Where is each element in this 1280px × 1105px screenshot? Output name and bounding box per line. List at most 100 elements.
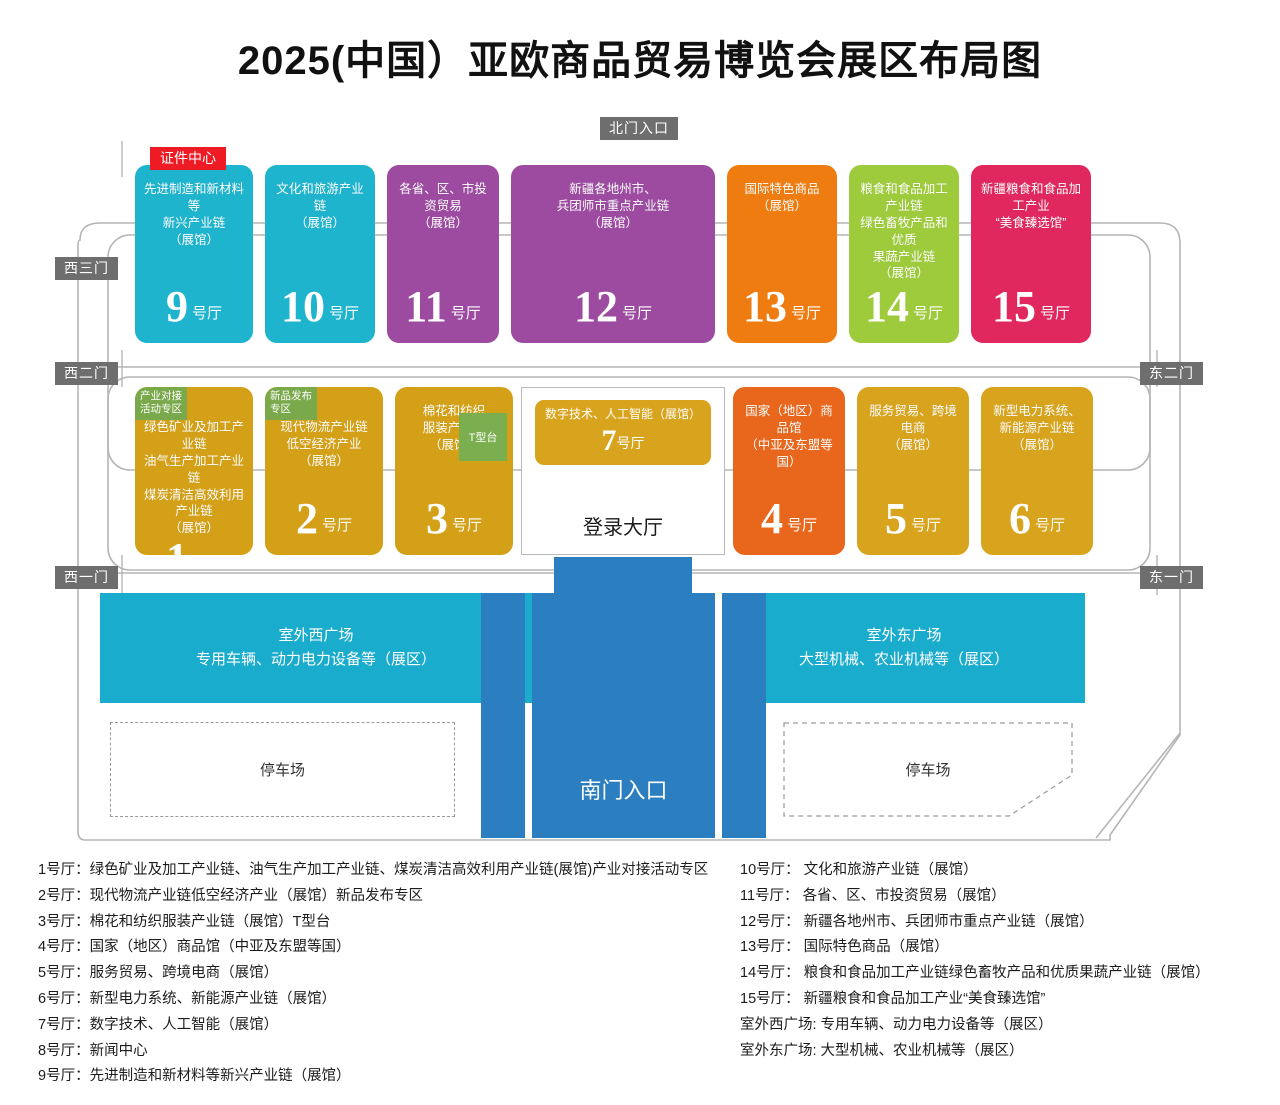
- hall-10-number-unit: 号厅: [328, 305, 359, 322]
- hall-10[interactable]: 文化和旅游产业链 （展馆） 10 号厅: [265, 165, 375, 343]
- hall-2-number-unit: 号厅: [321, 517, 352, 534]
- legend-item-left-1: 1号厅：绿色矿业及加工产业链、油气生产加工产业链、煤炭清洁高效利用产业链(展馆)…: [38, 862, 709, 878]
- hall-3[interactable]: 棉花和纺织 服装产业链 （展馆） T型台 3 号厅: [395, 387, 513, 555]
- hall-4-number-value: 4: [760, 494, 783, 543]
- hall-3-t-stage: T型台: [459, 413, 507, 461]
- hall-9-number-unit: 号厅: [191, 305, 222, 322]
- hall-3-number: 3 号厅: [401, 497, 507, 543]
- hall-14[interactable]: 粮食和食品加工产业链 绿色畜牧产品和优质 果蔬产业链 （展馆） 14 号厅: [849, 165, 959, 343]
- hall-11-number-value: 11: [405, 282, 447, 331]
- hall-7[interactable]: 数字技术、人工智能（展馆） 7号厅: [535, 400, 711, 465]
- hall-5-number-unit: 号厅: [910, 517, 941, 534]
- gate-east-2[interactable]: 东二门: [1140, 362, 1203, 385]
- hall-12-number-unit: 号厅: [621, 305, 652, 322]
- legend-item-right-7: 室外西广场: 专用车辆、动力电力设备等（展区）: [740, 1016, 1053, 1033]
- hall-6[interactable]: 新型电力系统、 新能源产业链 （展馆） 6 号厅: [981, 387, 1093, 555]
- gate-west-2[interactable]: 西二门: [55, 362, 118, 385]
- legend-item-right-2: 11号厅： 各省、区、市投资贸易（展馆）: [740, 887, 1006, 904]
- hall-15[interactable]: 新疆粮食和食品加工产业 “美食臻选馆” 15 号厅: [971, 165, 1091, 343]
- hall-row-north: 先进制造和新材料等 新兴产业链 （展馆） 9 号厅 文化和旅游产业链 （展馆） 10 号厅…: [135, 165, 1103, 343]
- hall-3-number-value: 3: [425, 494, 448, 543]
- hall-4-description: 国家（地区）商品馆 （中亚及东盟等国）: [745, 404, 833, 469]
- hall-5-number: 5 号厅: [863, 497, 963, 543]
- hall-2-description: 现代物流产业链 低空经济产业 （展馆）: [280, 420, 368, 468]
- hall-1-description: 绿色矿业及加工产业链 油气生产加工产业链 煤炭清洁高效利用 产业链 （展馆）: [144, 420, 245, 536]
- gate-south-entrance[interactable]: 南门入口: [532, 593, 715, 838]
- gate-north-entrance[interactable]: 北门入口: [600, 117, 678, 140]
- hall-1-zone-tag: 产业对接 活动专区: [135, 387, 187, 421]
- legend-item-left-5: 5号厅：服务贸易、跨境电商（展馆）: [38, 965, 279, 982]
- hall-4-number-unit: 号厅: [786, 517, 817, 534]
- hall-2-zone-tag: 新品发布 专区: [265, 387, 317, 421]
- login-lobby-label: 登录大厅: [583, 517, 663, 539]
- outdoor-east-plaza[interactable]: 室外东广场 大型机械、农业机械等（展区）: [723, 593, 1085, 703]
- corridor-east-strip: [722, 703, 766, 838]
- hall-1-number: 1号厅: [141, 537, 247, 555]
- hall-1[interactable]: 产业对接 活动专区 绿色矿业及加工产业链 油气生产加工产业链 煤炭清洁高效利用 产…: [135, 387, 253, 555]
- hall-13-number: 13 号厅: [733, 285, 831, 331]
- hall-9-description: 先进制造和新材料等 新兴产业链 （展馆）: [144, 182, 245, 247]
- legend-column-left: 1号厅：绿色矿业及加工产业链、油气生产加工产业链、煤炭清洁高效利用产业链(展馆)…: [0, 858, 720, 1090]
- hall-9-number: 9 号厅: [141, 285, 247, 331]
- hall-14-number-value: 14: [864, 282, 909, 331]
- legend-item-right-5: 14号厅： 粮食和食品加工产业链绿色畜牧产品和优质果蔬产业链（展馆）: [740, 965, 1210, 982]
- gate-west-1[interactable]: 西一门: [55, 566, 118, 589]
- hall-6-number: 6 号厅: [987, 497, 1087, 543]
- gate-east-1[interactable]: 东一门: [1140, 566, 1203, 589]
- hall-12[interactable]: 新疆各地州市、 兵团师市重点产业链 （展馆） 12 号厅: [511, 165, 715, 343]
- legend-item-left-3: 3号厅：棉花和纺织服装产业链（展馆）T型台: [38, 913, 331, 930]
- corridor-west-upper: [481, 593, 525, 703]
- parking-east: 停车场: [783, 722, 1073, 817]
- hall-11-number-unit: 号厅: [450, 305, 481, 322]
- hall-15-description: 新疆粮食和食品加工产业 “美食臻选馆”: [980, 182, 1081, 230]
- corridor-west-strip: [481, 703, 525, 838]
- hall-13-number-unit: 号厅: [790, 305, 821, 322]
- outdoor-west-plaza[interactable]: 室外西广场 专用车辆、动力电力设备等（展区）: [100, 593, 532, 703]
- hall-13-description: 国际特色商品 （展馆）: [744, 182, 820, 213]
- hall-4[interactable]: 国家（地区）商品馆 （中亚及东盟等国） 4 号厅: [733, 387, 845, 555]
- legend-item-right-3: 12号厅： 新疆各地州市、兵团师市重点产业链（展馆）: [740, 913, 1094, 930]
- hall-12-description: 新疆各地州市、 兵团师市重点产业链 （展馆）: [556, 182, 670, 230]
- parking-west: 停车场: [110, 722, 455, 817]
- hall-2-number: 2 号厅: [271, 497, 377, 543]
- hall-15-number: 15 号厅: [977, 285, 1085, 331]
- hall-11-description: 各省、区、市投资贸易 （展馆）: [399, 182, 487, 230]
- hall-7-number-value: 7: [601, 423, 617, 457]
- login-lobby[interactable]: 数字技术、人工智能（展馆） 7号厅 登录大厅: [521, 387, 725, 555]
- hall-9[interactable]: 先进制造和新材料等 新兴产业链 （展馆） 9 号厅: [135, 165, 253, 343]
- hall-7-number-unit: 号厅: [616, 434, 645, 451]
- legend-item-right-6: 15号厅： 新疆粮食和食品加工产业“美食臻选馆”: [740, 990, 1046, 1007]
- hall-14-description: 粮食和食品加工产业链 绿色畜牧产品和优质 果蔬产业链 （展馆）: [860, 182, 948, 281]
- page-title: 2025(中国）亚欧商品贸易博览会展区布局图: [237, 39, 1043, 83]
- hall-13-number-value: 13: [742, 282, 787, 331]
- legend-column-right: 10号厅： 文化和旅游产业链（展馆） 11号厅： 各省、区、市投资贸易（展馆） 12…: [720, 858, 1240, 1090]
- hall-7-number: 7号厅: [539, 424, 707, 457]
- legend-item-right-1: 10号厅： 文化和旅游产业链（展馆）: [740, 862, 978, 878]
- floor-plan-map: 北门入口 西三门 西二门 西一门 东二门 东一门 证件中心 先进制造和新材料等 …: [0, 105, 1280, 850]
- hall-14-number: 14 号厅: [855, 285, 953, 331]
- hall-10-description: 文化和旅游产业链 （展馆）: [276, 182, 364, 230]
- hall-9-number-value: 9: [165, 282, 188, 331]
- hall-15-number-value: 15: [991, 282, 1036, 331]
- hall-11-number: 11 号厅: [393, 285, 493, 331]
- legend-item-right-8: 室外东广场: 大型机械、农业机械等（展区）: [740, 1042, 1024, 1059]
- legend-item-left-2: 2号厅：现代物流产业链低空经济产业（展馆）新品发布专区: [38, 887, 424, 904]
- hall-12-number: 12 号厅: [517, 285, 709, 331]
- legend-item-left-6: 6号厅：新型电力系统、新能源产业链（展馆）: [38, 990, 337, 1007]
- hall-6-number-value: 6: [1008, 494, 1031, 543]
- hall-2-number-value: 2: [295, 494, 318, 543]
- hall-2[interactable]: 新品发布 专区 现代物流产业链 低空经济产业 （展馆） 2 号厅: [265, 387, 383, 555]
- corridor-east-upper: [722, 593, 766, 703]
- legend-item-left-7: 7号厅：数字技术、人工智能（展馆）: [38, 1016, 279, 1033]
- hall-11[interactable]: 各省、区、市投资贸易 （展馆） 11 号厅: [387, 165, 499, 343]
- hall-3-number-unit: 号厅: [451, 517, 482, 534]
- hall-12-number-value: 12: [573, 282, 618, 331]
- certificate-center-badge[interactable]: 证件中心: [150, 147, 226, 170]
- hall-5[interactable]: 服务贸易、跨境电商 （展馆） 5 号厅: [857, 387, 969, 555]
- hall-6-description: 新型电力系统、 新能源产业链 （展馆）: [993, 404, 1081, 452]
- hall-13[interactable]: 国际特色商品 （展馆） 13 号厅: [727, 165, 837, 343]
- gate-west-3[interactable]: 西三门: [55, 257, 118, 280]
- hall-14-number-unit: 号厅: [912, 305, 943, 322]
- hall-5-number-value: 5: [884, 494, 907, 543]
- hall-5-description: 服务贸易、跨境电商 （展馆）: [869, 404, 957, 452]
